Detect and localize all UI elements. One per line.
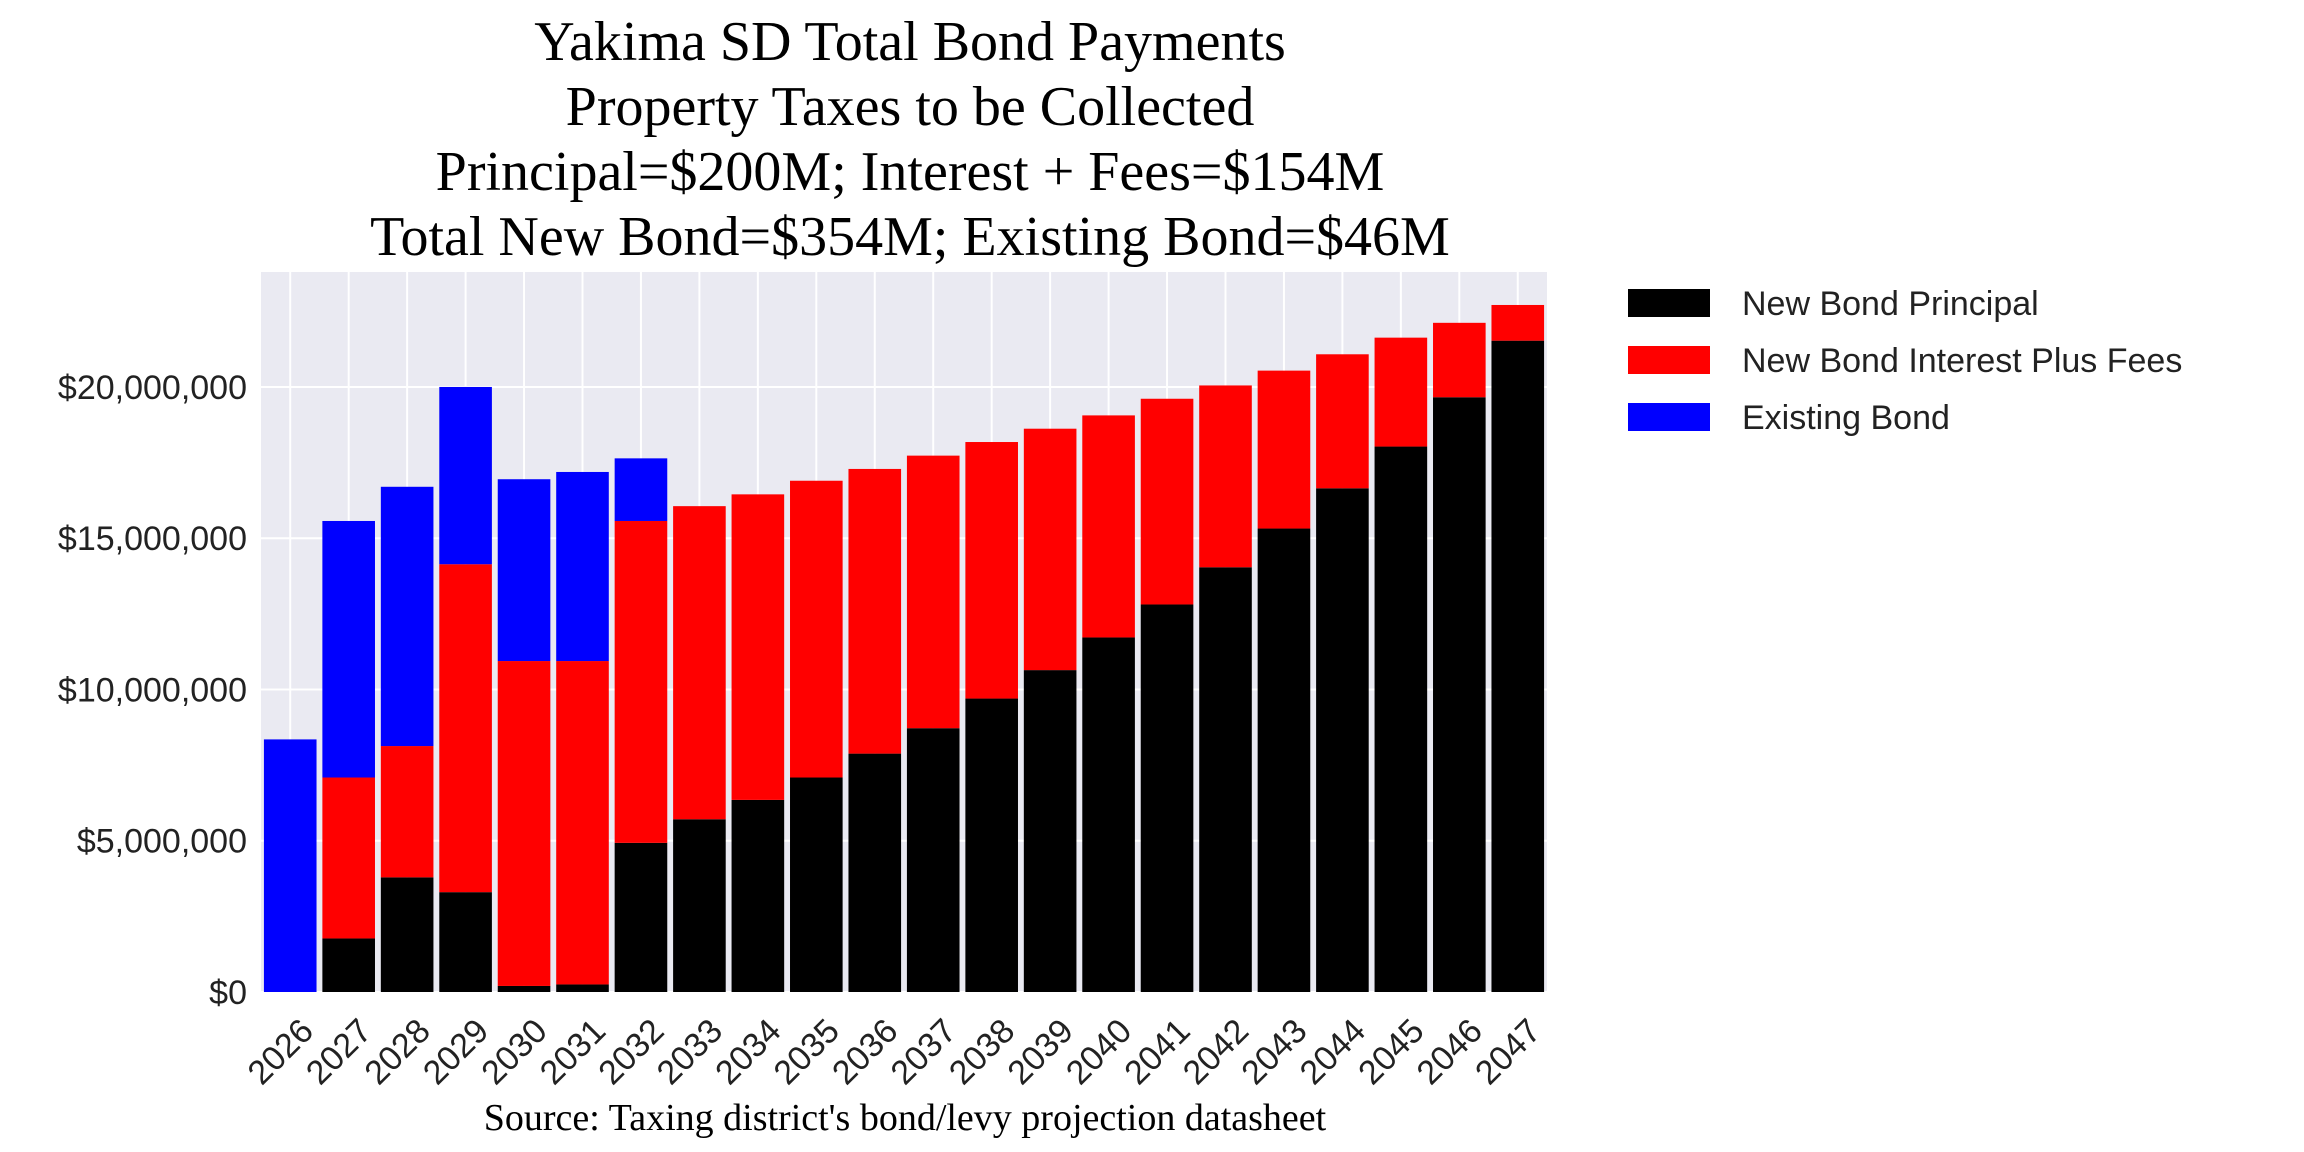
bar-segment [965,442,1018,699]
bar-segment [1491,340,1545,993]
chart-title: Property Taxes to be Collected [566,76,1255,138]
x-tick-label: 2036 [825,1012,905,1092]
bar-segment [731,494,785,800]
x-tick-label: 2037 [883,1012,963,1092]
bar-segment [1023,670,1077,992]
x-tick-label: 2046 [1410,1012,1490,1092]
bar-segment [322,777,375,939]
bar-segment [1199,567,1252,992]
x-tick-label: 2028 [357,1012,437,1092]
bar-segment [497,479,551,662]
chart-title: Yakima SD Total Bond Payments [534,11,1286,73]
bar-segment [1082,415,1135,638]
bar-segment [790,777,843,992]
bar-segment [1433,322,1486,398]
y-tick-label: $15,000,000 [58,520,247,558]
bar-segment [1316,354,1369,489]
legend-swatch [1628,289,1710,317]
bar-segment [322,520,375,778]
legend-swatch [1628,403,1710,431]
x-tick-label: 2038 [942,1012,1022,1092]
bar-segment [1257,370,1311,529]
bar-segment [1433,397,1486,993]
bar-segment [1257,528,1311,992]
bar-segment [1199,385,1252,568]
bar-segment [556,984,609,992]
chart-title: Principal=$200M; Interest + Fees=$154M [436,141,1385,203]
bar-segment [614,842,668,992]
legend-label: New Bond Principal [1742,285,2039,323]
x-tick-label: 2047 [1468,1012,1548,1092]
bar-segment [439,386,492,565]
bar-segment [1491,304,1545,341]
bar-segment [614,520,668,843]
legend-label: New Bond Interest Plus Fees [1742,342,2182,380]
x-tick-label: 2034 [708,1012,788,1092]
x-tick-label: 2043 [1234,1012,1314,1092]
bar-segment [790,480,843,778]
bar-segment [848,468,902,754]
bar-segment [556,471,609,662]
x-tick-label: 2027 [299,1012,379,1092]
x-tick-label: 2039 [1000,1012,1080,1092]
bar-segment [380,486,434,747]
x-tick-label: 2044 [1293,1012,1373,1092]
x-tick-label: 2031 [533,1012,613,1092]
x-tick-label: 2035 [767,1012,847,1092]
bar-segment [439,564,492,893]
legend-label: Existing Bond [1742,399,1950,437]
x-tick-label: 2030 [474,1012,554,1092]
bar-segment [556,661,609,985]
bar-segment [673,819,726,992]
x-tick-label: 2026 [240,1012,320,1092]
bar-segment [380,746,434,878]
bar-segment [439,892,492,992]
chart-title: Total New Bond=$354M; Existing Bond=$46M [370,206,1450,268]
y-tick-label: $5,000,000 [77,823,247,861]
bar-segment [906,728,960,992]
bar-segment [497,661,551,986]
bar-segment [380,877,434,992]
bar-segment [497,985,551,992]
bar-segment [1140,604,1194,992]
x-tick-label: 2040 [1059,1012,1139,1092]
bar-segment [965,698,1018,992]
bar-segment [1374,337,1428,447]
legend-swatch [1628,346,1710,374]
bar-segment [731,799,785,992]
x-tick-label: 2041 [1117,1012,1197,1092]
bar-segment [1140,398,1194,605]
y-tick-label: $10,000,000 [58,671,247,709]
x-tick-label: 2029 [416,1012,496,1092]
y-tick-label: $0 [209,974,247,1012]
bar-segment [1316,488,1369,992]
caption: Source: Taxing district's bond/levy proj… [484,1097,1327,1139]
x-tick-label: 2032 [591,1012,671,1092]
bar-segment [848,753,902,992]
x-tick-label: 2042 [1176,1012,1256,1092]
bar-segment [614,458,668,521]
x-tick-label: 2033 [650,1012,730,1092]
bar-segment [322,938,375,992]
bar-segment [1374,446,1428,992]
bar-segment [263,739,317,992]
bar-segment [1023,428,1077,671]
x-tick-label: 2045 [1351,1012,1431,1092]
y-tick-label: $20,000,000 [58,369,247,407]
bar-segment [673,506,726,820]
bar-segment [1082,637,1135,992]
bar-segment [906,455,960,729]
